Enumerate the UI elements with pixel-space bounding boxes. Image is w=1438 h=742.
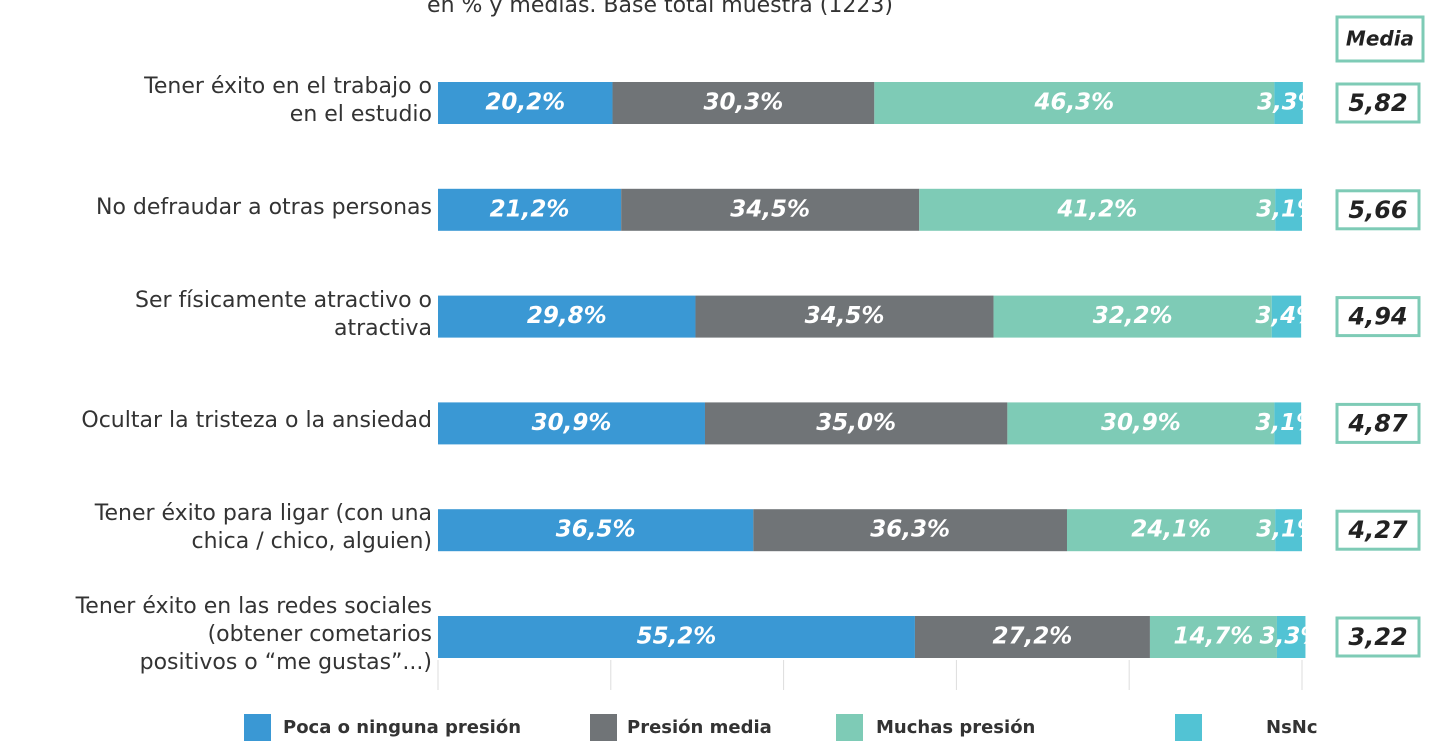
data-label: 29,8% xyxy=(527,303,607,329)
chart-subtitle: en % y medias. Base total muestra (1223) xyxy=(427,0,893,18)
bar-segment xyxy=(704,402,1008,445)
category-label: Tener éxito en las redes sociales (obten… xyxy=(75,594,432,675)
mean-box xyxy=(1335,402,1421,444)
bar-segment xyxy=(919,188,1276,231)
bar-segment xyxy=(1271,295,1302,338)
data-label: 3,1% xyxy=(1256,517,1320,543)
data-label: 30,9% xyxy=(532,410,612,436)
data-label: 3,3% xyxy=(1257,90,1321,116)
data-label: 3,1% xyxy=(1256,196,1320,222)
bar-segment xyxy=(438,295,696,338)
mean-box xyxy=(1335,189,1421,231)
bar-segment xyxy=(1275,188,1302,231)
legend-swatch xyxy=(590,714,617,741)
bar-segment xyxy=(1276,616,1306,658)
data-label: 55,2% xyxy=(637,624,717,650)
category-label: Ocultar la tristeza o la ansiedad xyxy=(81,408,432,434)
legend-swatch xyxy=(244,714,271,741)
legend-swatch xyxy=(1175,714,1202,741)
bar-segment xyxy=(1275,509,1302,552)
data-label: 20,2% xyxy=(485,90,565,116)
data-label: 30,9% xyxy=(1101,410,1181,436)
bar-segment xyxy=(438,616,915,658)
data-label: 30,3% xyxy=(704,90,784,116)
bar-segment xyxy=(612,82,875,124)
bar-segment xyxy=(438,402,705,445)
bar-segment xyxy=(1149,616,1277,658)
data-label: 32,2% xyxy=(1093,303,1173,329)
bar-segment xyxy=(914,616,1150,658)
legend-label: Muchas presión xyxy=(876,717,1035,738)
data-label: 46,3% xyxy=(1033,90,1114,116)
mean-box xyxy=(1335,296,1421,338)
mean-label: 4,94 xyxy=(1347,303,1407,331)
category-label: No defraudar a otras personas xyxy=(95,194,432,220)
legend-label: Poca o ninguna presión xyxy=(283,717,521,738)
bar-segment xyxy=(1066,509,1276,552)
data-label: 34,5% xyxy=(805,303,885,329)
category-label: Tener éxito para ligar (con una chica / … xyxy=(94,501,432,555)
data-label: 24,1% xyxy=(1131,517,1211,543)
legend-label: NsNc xyxy=(1266,717,1318,738)
mean-label: 4,27 xyxy=(1347,516,1408,544)
data-label: 3,3% xyxy=(1260,624,1324,650)
bar-segment xyxy=(621,188,920,231)
bar-segment xyxy=(1274,82,1303,124)
mean-label: 5,66 xyxy=(1348,196,1407,224)
bar-segment xyxy=(438,188,622,231)
mean-header-box xyxy=(1335,15,1425,63)
data-label: 34,5% xyxy=(730,196,810,222)
bar-segment xyxy=(1274,402,1302,445)
bar-segment xyxy=(993,295,1272,338)
bar-segment xyxy=(874,82,1275,124)
mean-label: 5,82 xyxy=(1348,89,1407,117)
data-label: 36,5% xyxy=(556,517,636,543)
data-label: 27,2% xyxy=(993,624,1073,650)
legend-label: Presión media xyxy=(627,717,772,738)
data-label: 35,0% xyxy=(816,410,896,436)
data-label: 3,1% xyxy=(1255,410,1319,436)
data-label: 21,2% xyxy=(490,196,570,222)
mean-box xyxy=(1335,616,1421,658)
bar-segment xyxy=(1007,402,1275,445)
mean-header: Media xyxy=(1346,27,1414,51)
data-label: 3,4% xyxy=(1255,303,1319,329)
bar-segment xyxy=(695,295,994,338)
data-label: 14,7% xyxy=(1174,624,1254,650)
mean-label: 4,87 xyxy=(1347,409,1408,437)
bar-segment xyxy=(753,509,1067,552)
mean-label: 3,22 xyxy=(1348,623,1407,651)
bar-segment xyxy=(438,509,754,552)
data-label: 36,3% xyxy=(870,517,950,543)
category-label: Ser físicamente atractivo o atractiva xyxy=(134,287,432,341)
mean-box xyxy=(1335,509,1421,551)
bar-segment xyxy=(438,82,613,124)
legend-swatch xyxy=(836,714,863,741)
category-label: Tener éxito en el trabajo o en el estudi… xyxy=(144,74,432,127)
mean-box xyxy=(1335,82,1421,124)
data-label: 41,2% xyxy=(1056,196,1137,222)
